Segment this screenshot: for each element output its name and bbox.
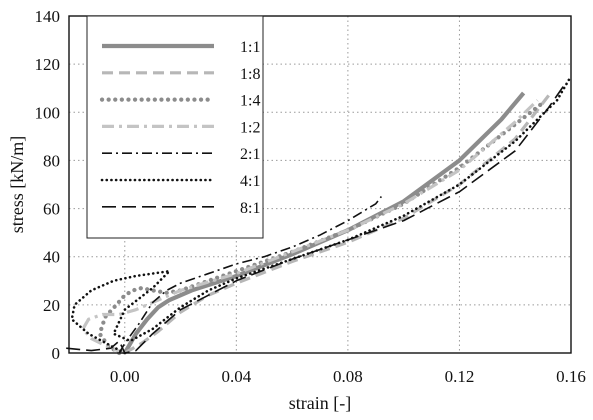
legend-label: 4:1 [240, 173, 260, 190]
x-axis-title: strain [-] [289, 393, 351, 413]
y-tick-label: 0 [52, 344, 61, 363]
series-line-4-1 [70, 74, 573, 355]
y-tick-label: 120 [35, 55, 61, 74]
axes-layer: 0.00 0.04 0.08 0.12 0.16 0 20 40 60 80 100 120 140 [35, 7, 586, 386]
y-tick-label: 140 [35, 7, 61, 26]
x-tick-label: 0.04 [221, 367, 251, 386]
y-tick-label: 20 [43, 296, 60, 315]
legend-label: 1:2 [240, 119, 260, 136]
y-axis-title: stress [kN/m] [7, 136, 27, 234]
y-tick-label: 40 [43, 248, 60, 267]
plot-frame [68, 15, 572, 354]
legend-label: 1:1 [240, 39, 260, 56]
series-line-1-4 [97, 100, 546, 356]
x-tick-label: 0.00 [110, 367, 140, 386]
y-tick-label: 80 [43, 151, 60, 170]
series-line-1-8 [123, 94, 550, 355]
series-line-1-2 [81, 99, 539, 355]
series-line-2-1 [118, 196, 382, 354]
x-tick-label: 0.16 [556, 367, 586, 386]
legend-label: 2:1 [240, 146, 260, 163]
series-layer [66, 74, 573, 356]
y-tick-label: 60 [43, 200, 60, 219]
legend-label: 8:1 [240, 200, 260, 217]
legend-label: 1:4 [240, 93, 260, 110]
legend: 1:1 1:8 1:4 1:2 2:1 4:1 8:1 [86, 15, 264, 239]
legend-box [86, 15, 264, 239]
x-tick-label: 0.12 [445, 367, 475, 386]
series-line-1-1 [122, 91, 526, 355]
legend-label: 1:8 [240, 66, 260, 83]
y-tick-label: 100 [35, 103, 61, 122]
x-tick-label: 0.08 [333, 367, 363, 386]
series-line-8-1 [66, 82, 567, 354]
